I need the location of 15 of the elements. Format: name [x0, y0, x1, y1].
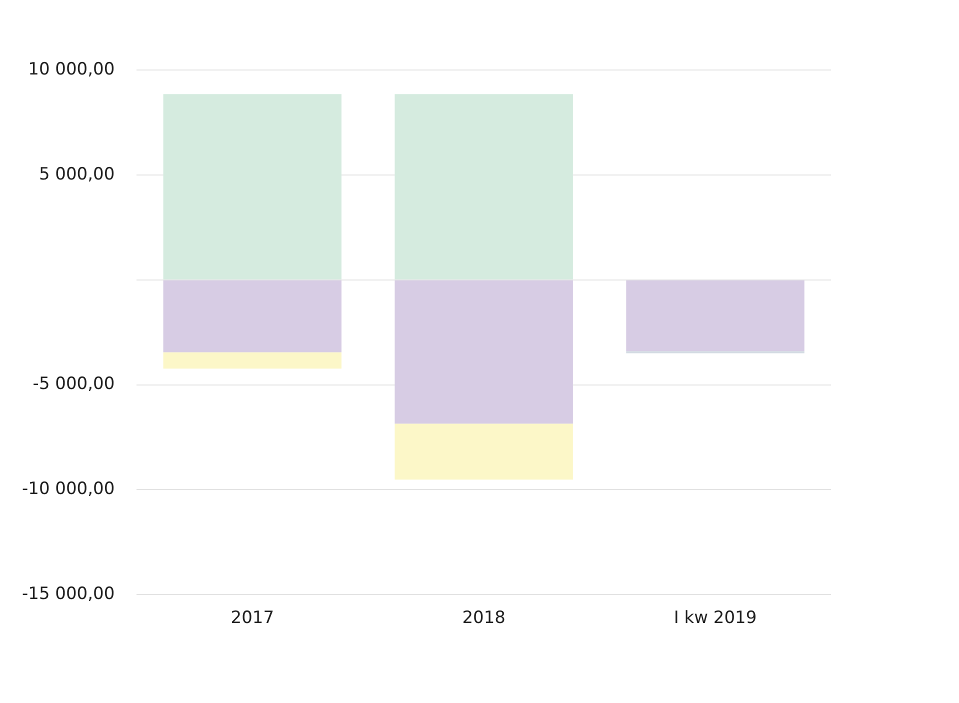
x-tick-label: 2018: [462, 608, 506, 628]
bar: [394, 94, 573, 280]
x-tick-label: I kw 2019: [674, 608, 757, 628]
y-tick-label: 10 000,00: [28, 59, 115, 80]
y-tick-label: -5 000,00: [32, 374, 115, 394]
bar: [163, 94, 342, 280]
bar: [626, 280, 804, 352]
x-tick-label: 2017: [230, 608, 274, 628]
bar: [394, 280, 573, 424]
bar: [394, 424, 573, 480]
y-tick-label: 5 000,00: [38, 164, 115, 184]
bar: [163, 352, 342, 369]
bar: [163, 280, 342, 352]
y-tick-label: -10 000,00: [22, 479, 115, 500]
y-tick-label: -15 000,00: [22, 584, 115, 604]
